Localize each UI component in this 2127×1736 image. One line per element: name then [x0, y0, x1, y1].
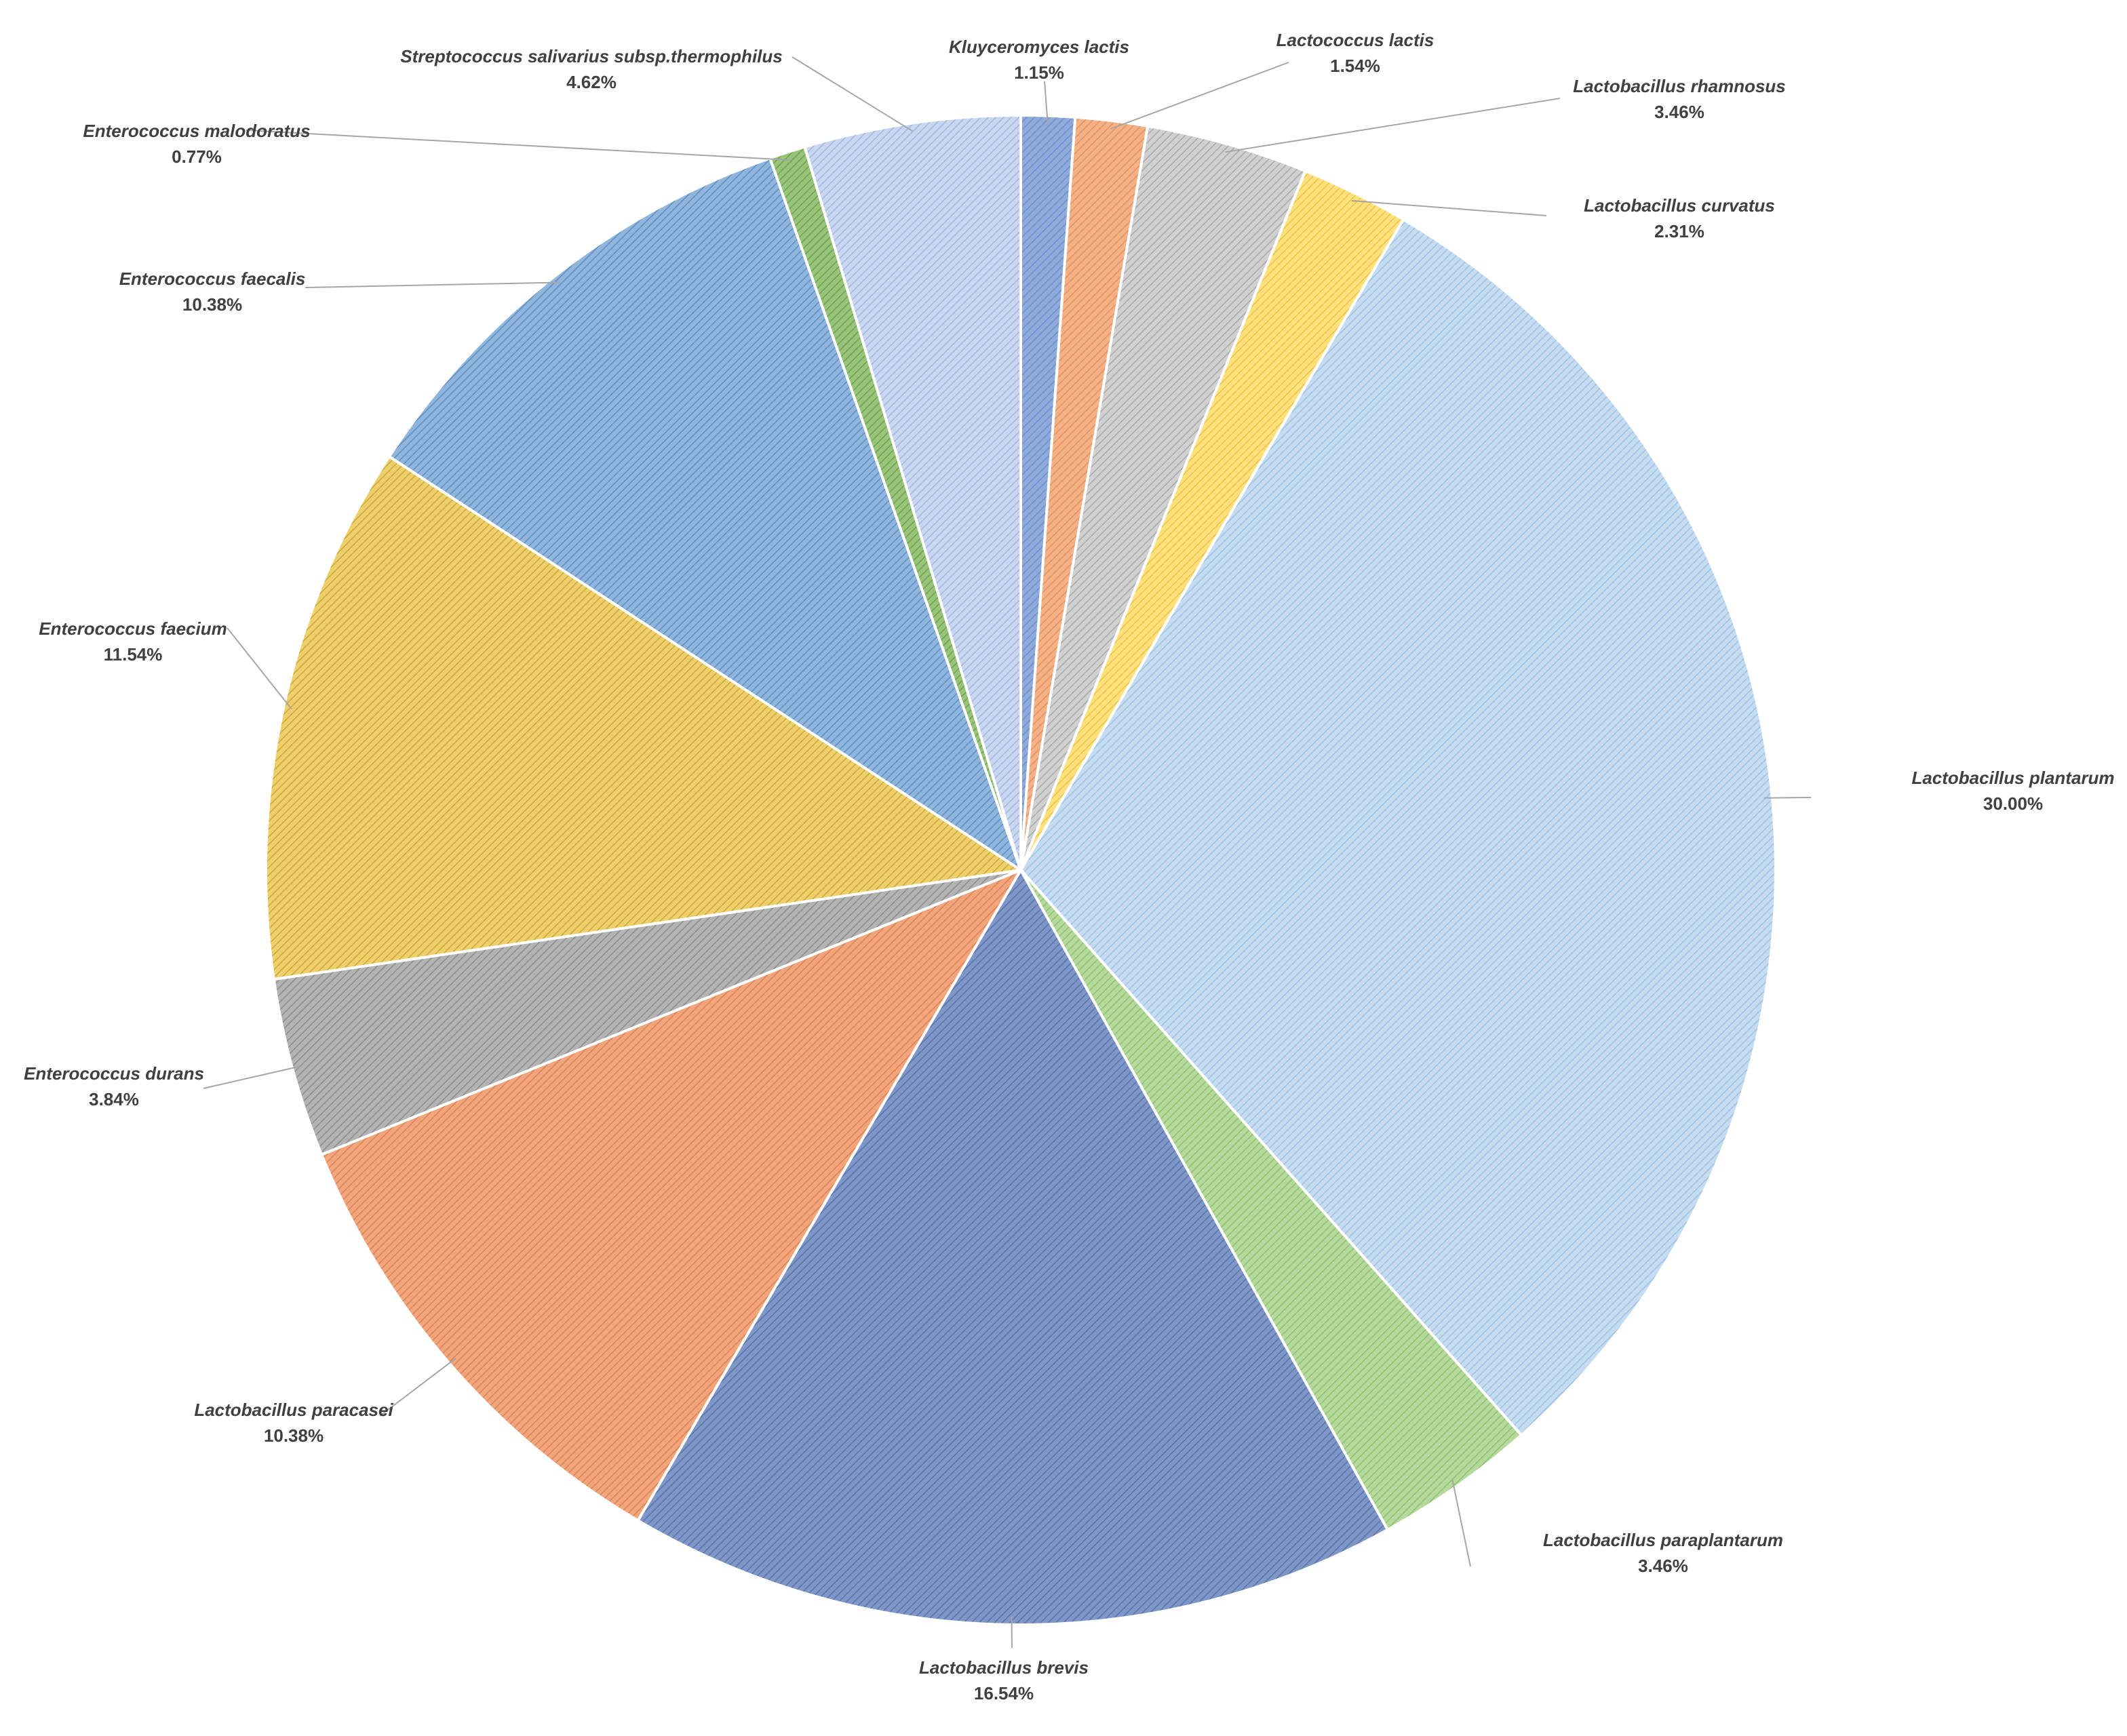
- slice-label-name: Streptococcus salivarius subsp.thermophi…: [400, 46, 782, 66]
- slice-label-percent: 30.00%: [1983, 793, 2043, 814]
- slice-label-name: Lactococcus lactis: [1276, 30, 1435, 50]
- slice-label-name: Lactobacillus brevis: [919, 1657, 1089, 1678]
- slice-label-percent: 3.46%: [1638, 1556, 1688, 1576]
- slice-label-name: Lactobacillus paraplantarum: [1543, 1530, 1783, 1550]
- leader-line: [203, 1065, 300, 1089]
- leader-line: [305, 281, 560, 288]
- leader-line: [246, 130, 790, 161]
- slice-label-name: Lactobacillus rhamnosus: [1573, 76, 1786, 96]
- leader-line: [1451, 1479, 1471, 1567]
- pie-slice-enterococcus-faecium: [264, 454, 1025, 981]
- slice-label-name: Enterococcus faecium: [39, 618, 227, 639]
- slice-label-name: Lactobacillus paracasei: [194, 1400, 393, 1420]
- leader-line: [227, 627, 292, 710]
- slice-label-name: Lactobacillus curvatus: [1584, 195, 1775, 216]
- slice-label-percent: 0.77%: [172, 146, 222, 167]
- leader-lines: [203, 56, 1812, 1649]
- slice-label-name: Lactobacillus plantarum: [1911, 768, 2114, 788]
- slice-label-percent: 10.38%: [264, 1425, 324, 1446]
- slice-label-percent: 1.15%: [1014, 62, 1064, 83]
- slice-label-percent: 10.38%: [182, 294, 242, 315]
- leader-line: [792, 56, 914, 132]
- pie-slice-enterococcus-faecalis: [387, 156, 1023, 873]
- leader-line: [1351, 199, 1547, 216]
- data-labels: Kluyceromyces lactis 1.15% Lactococcus lac…: [24, 30, 2114, 1703]
- slice-label-name: Kluyceromyces lactis: [949, 37, 1129, 57]
- pie-slice-streptococcus-salivarius-subsp-thermophilus: [802, 113, 1022, 871]
- pie-slice-lactobacillus-paraplantarum: [1019, 869, 1523, 1532]
- slice-label-percent: 2.31%: [1654, 221, 1704, 241]
- slice-label-name: Enterococcus faecalis: [119, 269, 306, 289]
- leader-line: [1763, 797, 1812, 799]
- slice-label-percent: 16.54%: [974, 1683, 1034, 1703]
- pie-slice-lactobacillus-plantarum: [1019, 217, 1777, 1438]
- pie-slices: [264, 113, 1777, 1626]
- slice-label-percent: 4.62%: [566, 72, 617, 92]
- slice-label-percent: 1.54%: [1330, 56, 1380, 76]
- leader-line: [1225, 98, 1561, 153]
- leader-line: [379, 1358, 456, 1417]
- slice-label-percent: 3.46%: [1654, 102, 1704, 122]
- slice-label-name: Enterococcus malodoratus: [83, 121, 310, 141]
- pie-slice-lactobacillus-rhamnosus: [1019, 124, 1308, 871]
- slice-label-percent: 11.54%: [104, 644, 163, 665]
- slice-label-name: Enterococcus durans: [24, 1063, 204, 1084]
- slice-label-percent: 3.84%: [89, 1089, 139, 1109]
- leader-line: [1044, 81, 1049, 124]
- leader-line: [1110, 62, 1289, 130]
